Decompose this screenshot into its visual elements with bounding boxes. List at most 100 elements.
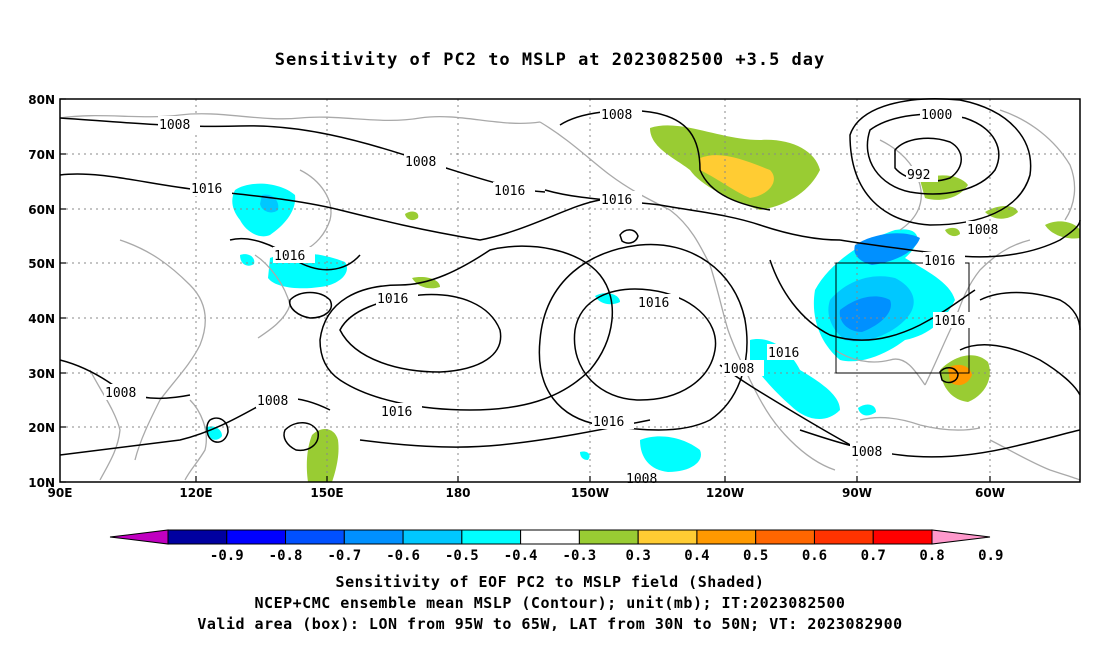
colorbar-tick-label: 0.5: [743, 548, 768, 564]
colorbar-segment: [226, 529, 287, 545]
longitude-axis: 90E 120E 150E 180 150W 120W 90W 60W: [48, 476, 1005, 500]
colorbar-arrow-low: [109, 529, 169, 545]
coast-gulf: [834, 349, 926, 386]
coast-asia-east: [119, 239, 206, 461]
chart-title: Sensitivity of PC2 to MSLP at 2023082500…: [274, 50, 826, 70]
label-992: 992: [907, 168, 930, 183]
label-1016-b: 1016: [274, 249, 305, 264]
label-1016-k: 1016: [593, 415, 624, 430]
coast-nw-america: [709, 264, 836, 471]
colorbar-tick-label: -0.4: [504, 548, 538, 564]
contour-1016-north: [59, 173, 601, 241]
latitude-axis: 80N 70N 60N 50N 40N 30N 20N 10N: [28, 93, 66, 490]
colorbar-tick-label: -0.3: [563, 548, 597, 564]
colorbar-segment: [167, 529, 228, 545]
lat-label-80n: 80N: [28, 93, 55, 107]
coast-east-us: [924, 239, 1031, 386]
shade-negative-japan-core: [260, 194, 279, 213]
shade-positive-small-a: [405, 211, 419, 221]
contour-1016-us: [769, 259, 976, 341]
lon-label-120e: 120E: [179, 486, 212, 500]
colorbar-tick-label: -0.7: [327, 548, 361, 564]
label-1008-g: 1008: [851, 445, 882, 460]
shade-negative-japan: [232, 183, 296, 237]
colorbar-segment: [813, 529, 874, 545]
label-1016-d: 1016: [377, 292, 408, 307]
captions: Sensitivity of EOF PC2 to MSLP field (Sh…: [0, 572, 1100, 635]
colorbar-segment: [343, 529, 404, 545]
label-1016-a: 1016: [191, 182, 222, 197]
colorbar-tick-label: -0.9: [210, 548, 244, 564]
colorbar-tick-label: 0.4: [684, 548, 709, 564]
label-1008-b: 1008: [159, 118, 190, 133]
label-1016-g: 1016: [638, 296, 669, 311]
caption-line-2: NCEP+CMC ensemble mean MSLP (Contour); u…: [254, 594, 846, 612]
colorbar: -0.9 -0.8 -0.7 -0.6 -0.5 -0.4 -0.3 0.3 0.4 0.5 0.6…: [109, 529, 1003, 564]
colorbar-tick-label: 0.3: [626, 548, 651, 564]
caption-line-3: Valid area (box): LON from 95W to 65W, L…: [197, 615, 903, 633]
contour-small-pacific: [283, 422, 319, 452]
label-1016-e: 1016: [381, 405, 412, 420]
coast-kamchatka: [299, 169, 332, 251]
label-1016-i: 1016: [934, 314, 965, 329]
lon-label-60w: 60W: [975, 486, 1005, 500]
contour-small-mid: [619, 229, 639, 244]
colorbar-tick-label: -0.8: [269, 548, 303, 564]
colorbar-tick-label: -0.5: [445, 548, 479, 564]
coast-greenland: [999, 109, 1076, 221]
label-1016-f: 1016: [601, 193, 632, 208]
coast-asia-north: [59, 113, 541, 125]
coast-indochina: [89, 369, 121, 481]
shade-negative-us-core: [839, 296, 891, 332]
lon-label-150e: 150E: [310, 486, 343, 500]
lon-label-120w: 120W: [706, 486, 744, 500]
contour-1016-pacific-outer: [319, 245, 613, 411]
colorbar-segment: [696, 529, 757, 545]
lat-label-70n: 70N: [28, 148, 55, 162]
colorbar-segment: [578, 529, 639, 545]
colorbar-segment: [637, 529, 698, 545]
contour-1016-atlantic: [839, 219, 1081, 258]
lon-label-180: 180: [445, 486, 470, 500]
lat-label-50n: 50N: [28, 257, 55, 271]
colorbar-tick-label: 0.6: [802, 548, 827, 564]
shade-negative-small-b: [580, 451, 590, 460]
colorbar-tick-label: 0.7: [861, 548, 886, 564]
label-1008-i: 1008: [626, 472, 657, 487]
colorbar-segment: [402, 529, 463, 545]
label-1008-e: 1008: [967, 223, 998, 238]
lat-label-60n: 60N: [28, 203, 55, 217]
label-1016-j: 1016: [768, 346, 799, 361]
coast-caribbean: [859, 416, 981, 431]
coast-philippines: [184, 399, 207, 481]
contour-1008-caribbean: [799, 429, 1081, 458]
contour-small-kuril: [289, 291, 332, 319]
shade-positive-small-c: [945, 227, 960, 237]
map-frame: [59, 98, 1081, 483]
caption-line-1: Sensitivity of EOF PC2 to MSLP field (Sh…: [335, 573, 765, 591]
label-1008-a: 1008: [601, 108, 632, 123]
shade-positive-east: [1045, 221, 1080, 239]
lat-label-20n: 20N: [28, 421, 55, 435]
lat-label-10n: 10N: [28, 476, 55, 490]
colorbar-segment: [461, 529, 522, 545]
colorbar-tick-label: -0.6: [386, 548, 420, 564]
label-1016-c: 1016: [494, 184, 525, 199]
contour-1008-north: [59, 117, 546, 193]
contour-1016-east-high: [573, 288, 717, 401]
contour-1016-atlantic-south: [959, 344, 1081, 396]
colorbar-segment: [755, 529, 815, 545]
shade-positive-tropical: [306, 428, 339, 482]
label-1008-h: 1008: [257, 394, 288, 409]
shade-negative-canada: [854, 233, 920, 265]
contour-1016-atlantic-high: [979, 291, 1081, 331]
label-1016-h: 1016: [924, 254, 955, 269]
label-1008-f: 1008: [723, 362, 754, 377]
contour-small-trop-cyclone: [939, 367, 959, 384]
contour-1016-arctic: [544, 189, 841, 241]
contour-1008-gulf: [719, 364, 861, 451]
lat-label-30n: 30N: [28, 367, 55, 381]
lon-label-150w: 150W: [571, 486, 609, 500]
label-1008-d: 1008: [105, 386, 136, 401]
